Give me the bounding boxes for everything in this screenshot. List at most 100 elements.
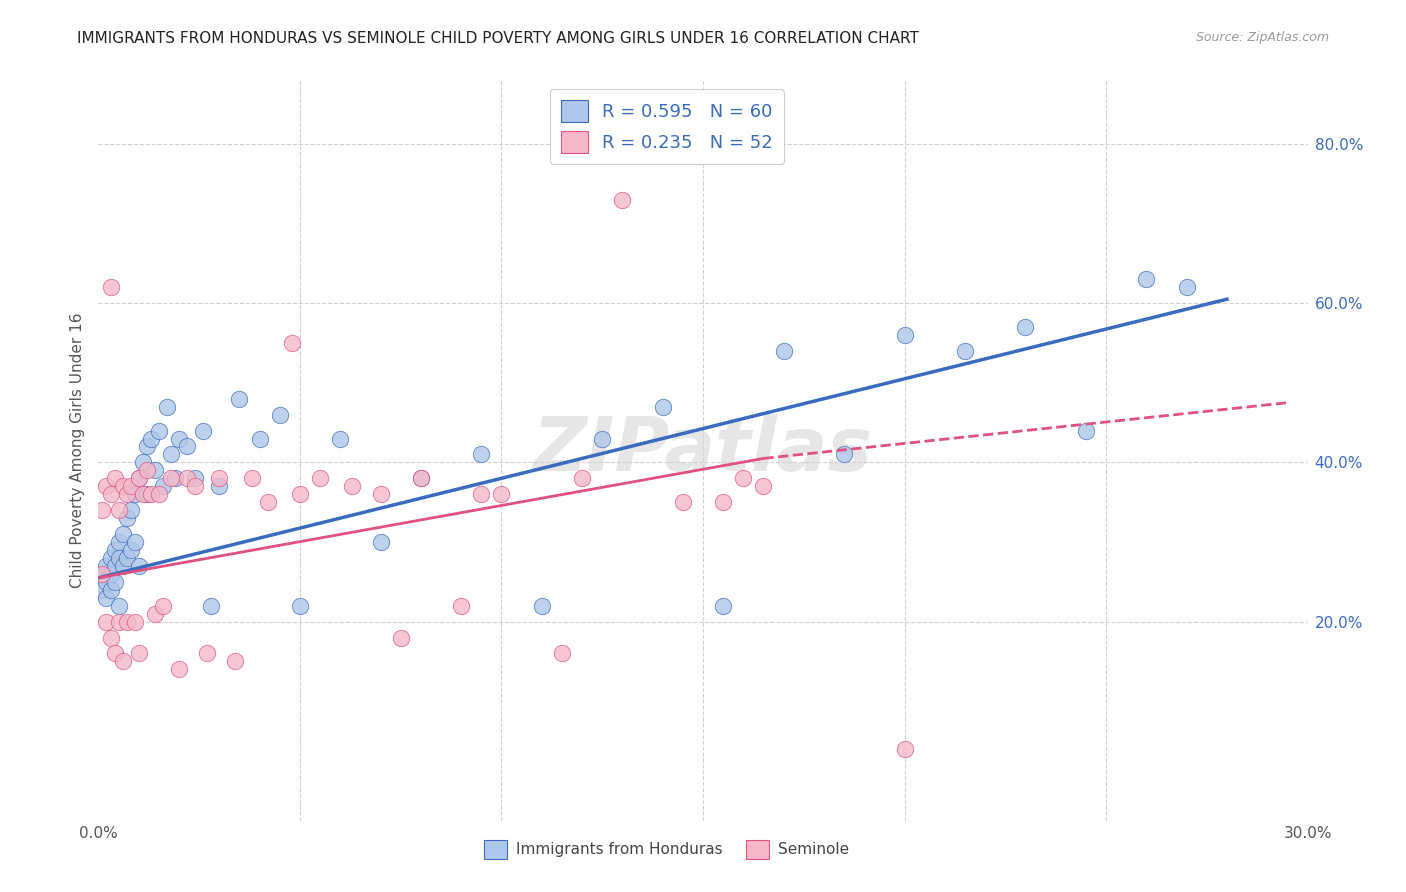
Point — [752, 479, 775, 493]
Point — [128, 471, 150, 485]
Point — [672, 495, 695, 509]
Point — [139, 432, 162, 446]
Point — [143, 463, 166, 477]
Point — [120, 479, 142, 493]
Point — [733, 471, 755, 485]
Point — [152, 479, 174, 493]
Point — [772, 343, 794, 358]
Point — [107, 503, 129, 517]
Point — [329, 432, 352, 446]
Point — [281, 336, 304, 351]
Point — [91, 566, 114, 581]
Point — [128, 647, 150, 661]
Point — [111, 558, 134, 573]
Text: IMMIGRANTS FROM HONDURAS VS SEMINOLE CHILD POVERTY AMONG GIRLS UNDER 16 CORRELAT: IMMIGRANTS FROM HONDURAS VS SEMINOLE CHI… — [77, 31, 920, 46]
Point — [100, 280, 122, 294]
Point — [103, 574, 125, 589]
Point — [100, 631, 122, 645]
Point — [124, 535, 146, 549]
Point — [100, 582, 122, 597]
Point — [409, 471, 432, 485]
Point — [96, 615, 118, 629]
Point — [120, 503, 142, 517]
Point — [249, 432, 271, 446]
Point — [450, 599, 472, 613]
Y-axis label: Child Poverty Among Girls Under 16: Child Poverty Among Girls Under 16 — [69, 313, 84, 588]
Text: Source: ZipAtlas.com: Source: ZipAtlas.com — [1195, 31, 1329, 45]
Point — [115, 550, 138, 565]
Point — [200, 599, 222, 613]
Point — [551, 647, 574, 661]
Point — [115, 487, 138, 501]
Point — [148, 487, 170, 501]
Point — [103, 647, 125, 661]
Point — [107, 535, 129, 549]
Point — [132, 455, 155, 469]
Point — [1074, 424, 1097, 438]
Point — [111, 655, 134, 669]
Point — [288, 599, 311, 613]
Point — [342, 479, 364, 493]
Point — [893, 328, 915, 343]
Point — [832, 447, 855, 461]
Point — [100, 487, 122, 501]
Point — [208, 479, 231, 493]
Point — [103, 471, 125, 485]
Point — [163, 471, 186, 485]
Point — [143, 607, 166, 621]
Point — [711, 599, 734, 613]
Point — [184, 471, 207, 485]
Point — [103, 543, 125, 558]
Point — [651, 400, 673, 414]
Point — [370, 535, 392, 549]
Point — [470, 447, 492, 461]
Point — [120, 543, 142, 558]
Point — [148, 424, 170, 438]
Point — [91, 566, 114, 581]
Point — [953, 343, 976, 358]
Point — [530, 599, 553, 613]
Point — [288, 487, 311, 501]
Point — [309, 471, 332, 485]
Point — [711, 495, 734, 509]
Point — [193, 424, 215, 438]
Point — [100, 566, 122, 581]
Point — [571, 471, 593, 485]
Point — [91, 503, 114, 517]
Point — [208, 471, 231, 485]
Point — [176, 471, 198, 485]
Point — [128, 471, 150, 485]
Point — [96, 479, 118, 493]
Point — [115, 511, 138, 525]
Point — [156, 400, 179, 414]
Point — [96, 591, 118, 605]
Point — [100, 550, 122, 565]
Point — [135, 440, 157, 454]
Point — [256, 495, 278, 509]
Point — [124, 487, 146, 501]
Point — [96, 574, 118, 589]
Point — [107, 550, 129, 565]
Point — [224, 655, 246, 669]
Point — [167, 432, 190, 446]
Point — [228, 392, 250, 406]
Point — [195, 647, 218, 661]
Point — [389, 631, 412, 645]
Point — [135, 487, 157, 501]
Point — [96, 558, 118, 573]
Point — [128, 558, 150, 573]
Point — [103, 558, 125, 573]
Point — [370, 487, 392, 501]
Point — [107, 599, 129, 613]
Point — [893, 742, 915, 756]
Point — [269, 408, 291, 422]
Point — [591, 432, 613, 446]
Point — [160, 447, 183, 461]
Point — [1175, 280, 1198, 294]
Point — [111, 479, 134, 493]
Point — [176, 440, 198, 454]
Point — [152, 599, 174, 613]
Point — [115, 615, 138, 629]
Point — [91, 582, 114, 597]
Point — [111, 527, 134, 541]
